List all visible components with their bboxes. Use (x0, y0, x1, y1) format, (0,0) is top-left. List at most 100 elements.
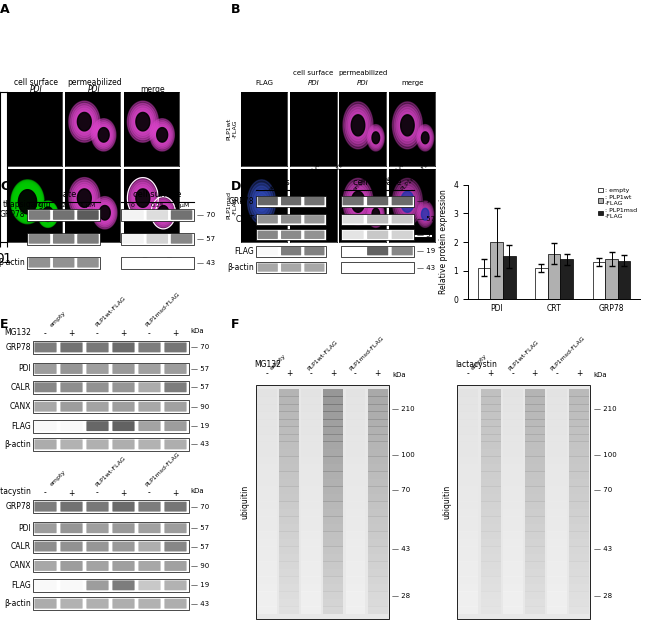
Bar (525, 486, 545, 494)
Polygon shape (69, 178, 100, 218)
Polygon shape (369, 126, 383, 150)
FancyBboxPatch shape (164, 523, 187, 533)
Bar (324, 412, 343, 420)
Bar (525, 516, 545, 524)
Polygon shape (38, 201, 57, 227)
Bar (301, 479, 321, 487)
Polygon shape (406, 199, 409, 204)
Bar (569, 576, 589, 584)
Text: — 57: — 57 (191, 366, 209, 372)
Bar (301, 524, 321, 532)
Bar (547, 426, 567, 434)
FancyBboxPatch shape (77, 210, 99, 220)
Bar (368, 449, 387, 457)
Bar (368, 524, 387, 532)
Text: — 70: — 70 (191, 504, 209, 510)
Text: -: - (310, 369, 313, 378)
Text: — 43: — 43 (594, 546, 612, 552)
Text: 1 μM: 1 μM (81, 203, 96, 208)
Polygon shape (133, 185, 153, 211)
Bar (368, 516, 387, 524)
Bar (502, 531, 523, 540)
Bar (301, 396, 321, 404)
Text: — 28: — 28 (594, 592, 612, 599)
Bar (569, 426, 589, 434)
Polygon shape (369, 204, 382, 224)
Bar (32, 598, 188, 610)
Text: — 43: — 43 (197, 260, 215, 266)
Polygon shape (41, 205, 55, 224)
Text: PLP1msd
-FLAG: PLP1msd -FLAG (226, 192, 237, 219)
Polygon shape (71, 103, 98, 140)
Text: PLP1wt-FLAG: PLP1wt-FLAG (94, 296, 127, 328)
Polygon shape (102, 209, 107, 217)
Bar (324, 494, 343, 502)
Polygon shape (12, 182, 43, 222)
Polygon shape (421, 132, 429, 144)
Polygon shape (162, 211, 164, 215)
FancyBboxPatch shape (392, 247, 413, 255)
Polygon shape (355, 120, 361, 131)
Bar (257, 516, 277, 524)
Bar (593, 262, 605, 299)
Text: -: - (512, 369, 514, 378)
Text: cell surface: cell surface (354, 178, 402, 187)
Text: — 57: — 57 (417, 232, 436, 238)
Bar (257, 404, 277, 412)
Bar (346, 599, 365, 607)
Bar (547, 464, 567, 472)
FancyBboxPatch shape (138, 382, 161, 392)
FancyBboxPatch shape (34, 402, 57, 412)
Bar (257, 576, 277, 584)
FancyBboxPatch shape (146, 234, 168, 244)
Bar (525, 509, 545, 517)
Polygon shape (103, 211, 106, 215)
Text: lysate: lysate (51, 190, 77, 199)
Bar (458, 546, 478, 554)
Bar (324, 606, 343, 614)
Bar (121, 257, 194, 269)
Text: lysate: lysate (278, 178, 304, 187)
Bar (547, 419, 567, 427)
Bar (525, 583, 545, 592)
Polygon shape (72, 182, 96, 214)
Text: 0.25: 0.25 (57, 203, 71, 208)
FancyBboxPatch shape (60, 440, 83, 449)
Bar (480, 456, 500, 464)
Text: A: A (0, 3, 10, 16)
Bar (569, 486, 589, 494)
Bar (346, 606, 365, 614)
Text: — 19: — 19 (191, 423, 209, 429)
Bar (301, 419, 321, 427)
Polygon shape (367, 125, 384, 151)
FancyBboxPatch shape (171, 234, 192, 244)
Text: PDI: PDI (307, 80, 319, 86)
Bar (480, 554, 500, 562)
Bar (368, 599, 387, 607)
Bar (324, 516, 343, 524)
Bar (256, 246, 326, 257)
Bar (257, 539, 277, 547)
Bar (346, 464, 365, 472)
Polygon shape (74, 185, 95, 211)
Polygon shape (133, 108, 153, 135)
Bar (346, 569, 365, 577)
FancyBboxPatch shape (86, 599, 109, 608)
Bar (569, 389, 589, 397)
Polygon shape (352, 115, 365, 136)
Text: empty: empty (49, 469, 68, 487)
Polygon shape (99, 206, 111, 220)
Text: +: + (488, 369, 494, 378)
Polygon shape (77, 113, 91, 131)
Polygon shape (404, 120, 411, 131)
Polygon shape (371, 131, 380, 145)
Bar (346, 404, 365, 412)
FancyBboxPatch shape (77, 234, 99, 244)
Bar (257, 569, 277, 577)
Polygon shape (155, 202, 172, 224)
Text: PLP1msd-FLAG: PLP1msd-FLAG (315, 155, 351, 192)
Polygon shape (423, 211, 427, 217)
Polygon shape (72, 106, 96, 138)
Bar (32, 362, 188, 375)
Bar (569, 464, 589, 472)
